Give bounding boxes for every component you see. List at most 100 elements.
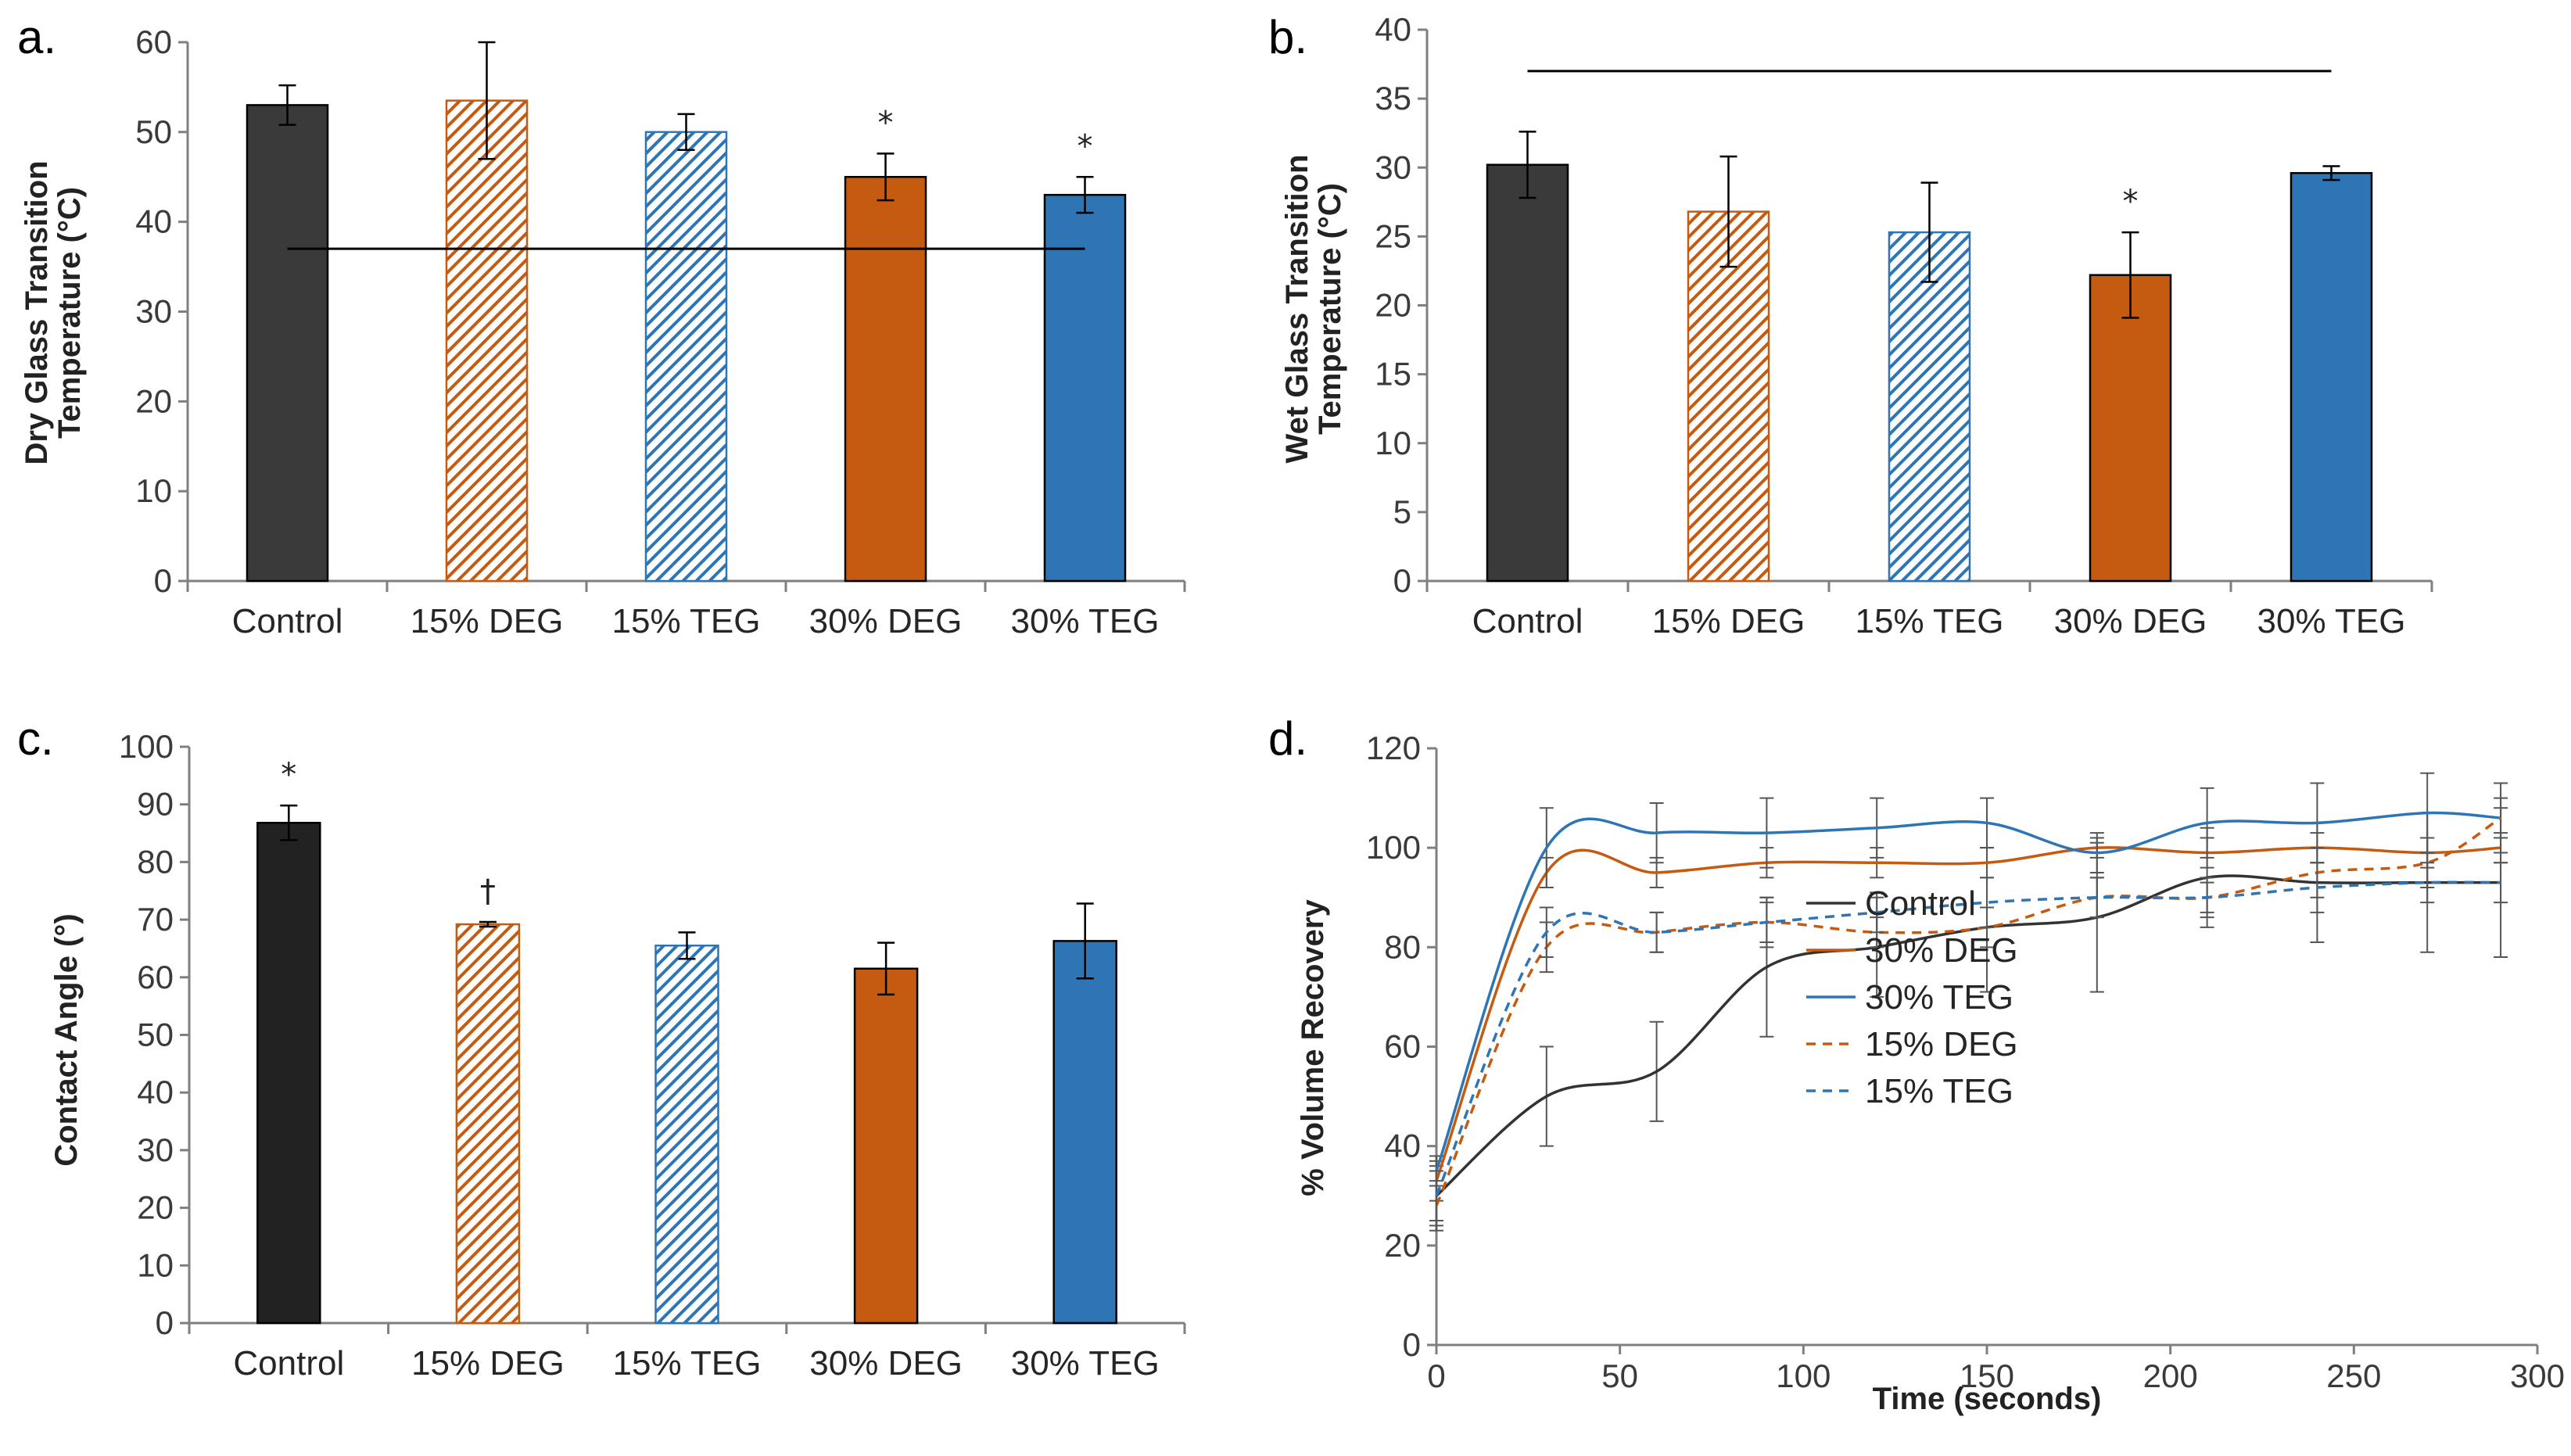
y-tick-label: 90	[137, 786, 174, 823]
y-axis-title: Wet Glass Transition	[1280, 155, 1314, 464]
bar	[644, 131, 728, 583]
bar	[445, 99, 529, 583]
y-axis-title: Temperature (°C)	[52, 187, 87, 439]
y-tick-label: 40	[135, 203, 172, 240]
legend-label: Control	[1865, 884, 1976, 923]
category-label: 15% TEG	[612, 602, 761, 640]
x-tick-label: 0	[1427, 1357, 1445, 1394]
x-tick-label: 200	[2143, 1357, 2198, 1394]
y-tick-label: 70	[137, 901, 174, 938]
y-tick-label: 0	[1393, 562, 1411, 599]
chart-panel-a: a. Dry Glass Transition Temperature (°C) 0 1…	[0, 0, 1275, 688]
bar	[256, 822, 321, 1325]
category-label: 15% DEG	[411, 1344, 565, 1382]
bar	[1043, 193, 1127, 583]
x-tick-label: 50	[1601, 1357, 1638, 1394]
y-tick-label: 30	[137, 1131, 174, 1168]
y-tick-label: 20	[137, 1189, 174, 1226]
y-tick-label: 20	[1375, 287, 1411, 324]
y-tick-label: 100	[119, 728, 174, 765]
category-label: Control	[233, 1344, 344, 1382]
series-line-15-teg	[1435, 880, 2501, 1196]
y-tick-label: 20	[135, 382, 172, 419]
chart-panel-c: c. Contact Angle (°) 0 10 20 30 40 50 60 70 80 90 10…	[0, 704, 1275, 1392]
y-tick-label: 0	[154, 562, 172, 599]
y-tick-label: 60	[1384, 1028, 1421, 1065]
legend-label: 30% DEG	[1865, 931, 2018, 970]
y-tick-label: 10	[1375, 425, 1411, 461]
bar	[654, 945, 719, 1325]
bar	[246, 104, 329, 583]
bar	[1687, 210, 1770, 583]
series-line-30-teg	[1435, 811, 2501, 1172]
y-tick-label: 40	[137, 1074, 174, 1110]
significance-mark: *	[2123, 184, 2139, 220]
bar	[2290, 172, 2373, 583]
x-tick-label: 300	[2510, 1357, 2565, 1394]
chart-panel-b: b. Wet Glass Transition Temperature (°C) 0 5…	[1259, 0, 2565, 688]
y-tick-label: 25	[1375, 217, 1411, 254]
panel-letter: a.	[17, 11, 56, 63]
x-tick-label: 100	[1776, 1357, 1831, 1394]
category-label: 30% DEG	[809, 602, 963, 640]
significance-mark: †	[480, 873, 496, 909]
chart-panel-d: d. % Volume Recovery Time (seconds) 0 20 40 60…	[1259, 704, 2565, 1454]
significance-mark: *	[1078, 128, 1093, 164]
x-tick-label: 150	[1960, 1357, 2014, 1394]
y-axis-title: Temperature (°C)	[1313, 183, 1347, 435]
y-axis-title: Contact Angle (°)	[49, 913, 84, 1166]
y-tick-label: 80	[137, 843, 174, 880]
panel-letter: c.	[17, 712, 54, 765]
category-label: 30% TEG	[2257, 602, 2406, 640]
y-tick-label: 10	[135, 472, 172, 509]
y-tick-label: 50	[135, 113, 172, 150]
category-label: 15% TEG	[613, 1344, 762, 1382]
series-line-control	[1435, 874, 2501, 1197]
y-tick-label: 80	[1384, 928, 1421, 965]
category-label: 30% DEG	[2054, 602, 2207, 640]
category-label: 15% TEG	[1856, 602, 2004, 640]
y-tick-label: 30	[1375, 149, 1411, 185]
y-tick-label: 50	[137, 1017, 174, 1053]
y-tick-label: 20	[1384, 1227, 1421, 1264]
bar	[853, 967, 919, 1325]
category-label: 15% DEG	[1652, 602, 1805, 640]
category-label: 15% DEG	[411, 602, 564, 640]
y-axis-title: Dry Glass Transition	[20, 160, 54, 464]
bar	[1486, 163, 1569, 583]
bar	[2089, 274, 2172, 583]
category-label: 30% DEG	[809, 1344, 963, 1382]
bar	[1888, 231, 1971, 583]
y-tick-label: 35	[1375, 80, 1411, 117]
bar	[1052, 940, 1117, 1325]
category-label: Control	[1472, 602, 1583, 640]
y-tick-label: 10	[137, 1246, 174, 1283]
chart-d-svg: d. % Volume Recovery Time (seconds) 0 20 40 60…	[1268, 712, 2565, 1416]
significance-mark: *	[281, 757, 296, 793]
series-line-15-deg	[1435, 816, 2501, 1207]
y-tick-label: 100	[1366, 829, 1421, 866]
bar	[844, 176, 927, 583]
legend-label: 15% TEG	[1865, 1072, 2013, 1110]
bar	[455, 923, 521, 1325]
y-tick-label: 60	[137, 959, 174, 995]
category-label: Control	[232, 602, 343, 640]
y-tick-label: 60	[135, 23, 172, 60]
chart-c-svg: c. Contact Angle (°) 0 10 20 30 40 50 60 70 80 90 10…	[17, 712, 1186, 1382]
y-tick-label: 0	[156, 1304, 174, 1341]
y-tick-label: 5	[1393, 493, 1411, 530]
x-tick-label: 250	[2326, 1357, 2381, 1394]
y-tick-label: 0	[1403, 1326, 1421, 1363]
legend-label: 15% DEG	[1865, 1025, 2018, 1063]
y-tick-label: 15	[1375, 356, 1411, 393]
y-tick-label: 120	[1366, 730, 1421, 766]
category-label: 30% TEG	[1011, 1344, 1160, 1382]
panel-letter: b.	[1268, 11, 1307, 63]
y-tick-label: 40	[1384, 1128, 1421, 1164]
y-tick-label: 40	[1375, 11, 1411, 48]
panel-letter: d.	[1268, 712, 1307, 765]
category-label: 30% TEG	[1011, 602, 1160, 640]
legend-label: 30% TEG	[1865, 978, 2013, 1017]
